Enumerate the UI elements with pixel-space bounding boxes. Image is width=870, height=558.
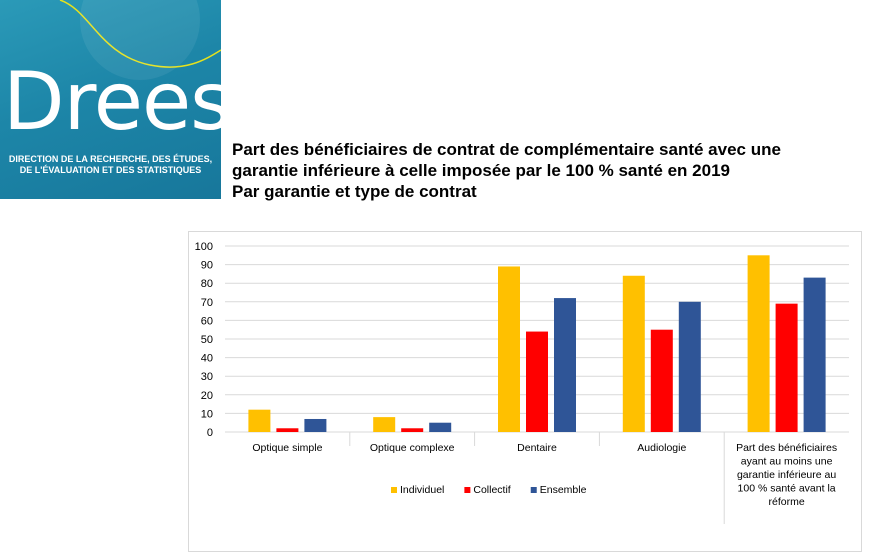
x-category-label: réforme <box>769 496 805 508</box>
y-tick-label: 40 <box>201 353 213 365</box>
bar <box>401 428 424 432</box>
legend-label: Collectif <box>473 484 510 496</box>
y-tick-label: 80 <box>201 278 213 290</box>
drees-logo: Drees DIRECTION DE LA RECHERCHE, DES ÉTU… <box>0 0 221 199</box>
bar <box>678 301 701 432</box>
y-tick-label: 20 <box>201 390 213 402</box>
bar <box>373 417 396 432</box>
logo-subtitle: DIRECTION DE LA RECHERCHE, DES ÉTUDES, D… <box>0 154 221 176</box>
y-tick-label: 10 <box>201 408 213 420</box>
bar <box>554 298 576 432</box>
x-category-label: Dentaire <box>517 442 557 454</box>
bar <box>304 418 327 432</box>
bar <box>775 303 798 432</box>
title-line: garantie inférieure à celle imposée par … <box>232 161 730 180</box>
legend-swatch <box>530 487 537 493</box>
bar-chart: 0 10 20 30 40 50 60 70 80 90 100 Optique simple Opti… <box>195 241 849 524</box>
y-tick-label: 100 <box>195 241 213 253</box>
bar <box>803 277 826 432</box>
logo-subtitle-line: DIRECTION DE LA RECHERCHE, DES ÉTUDES, <box>8 154 213 164</box>
x-category-label: ayant au moins une <box>741 456 833 468</box>
y-tick-label: 0 <box>207 427 213 439</box>
x-category-label: 100 % santé avant la <box>738 483 836 495</box>
y-tick-label: 70 <box>201 297 213 309</box>
x-category-label: Optique complexe <box>370 442 455 454</box>
logo-subtitle-line: DE L'ÉVALUATION ET DES STATISTIQUES <box>19 165 202 175</box>
x-category-label: garantie inférieure au <box>737 469 836 481</box>
legend-swatch <box>464 487 471 493</box>
bar <box>526 331 548 432</box>
title-line: Part des bénéficiaires de contrat de com… <box>232 140 781 159</box>
legend-label: Ensemble <box>540 484 587 496</box>
logo-wordmark: Drees <box>3 55 221 148</box>
y-tick-label: 30 <box>201 371 213 383</box>
bar <box>747 255 770 432</box>
bar <box>429 422 452 432</box>
title-line: Par garantie et type de contrat <box>232 182 477 201</box>
bar <box>248 409 271 432</box>
bar <box>622 275 645 432</box>
y-tick-label: 60 <box>201 315 213 327</box>
legend-swatch <box>391 487 397 493</box>
bar <box>650 329 673 432</box>
chart-area: 0 10 20 30 40 50 60 70 80 90 100 Optique simple Opti… <box>188 231 862 552</box>
x-category-label: Audiologie <box>637 442 686 454</box>
chart-title: Part des bénéficiaires de contrat de com… <box>232 139 862 202</box>
legend-label: Individuel <box>400 484 444 496</box>
x-category-label: Optique simple <box>252 442 322 454</box>
x-category-label: Part des bénéficiaires <box>736 442 837 454</box>
bar <box>498 266 520 432</box>
logo-swoosh <box>59 0 221 80</box>
bar <box>276 428 299 432</box>
y-tick-label: 50 <box>201 334 213 346</box>
y-tick-label: 90 <box>201 260 213 272</box>
